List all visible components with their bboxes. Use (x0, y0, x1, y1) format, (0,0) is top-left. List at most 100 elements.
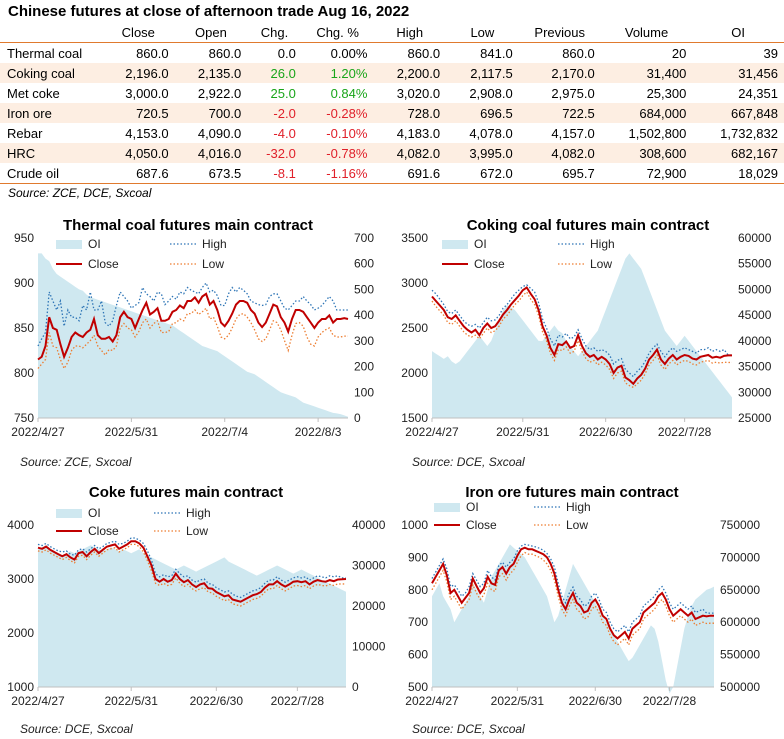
y2-tick-label: 40000 (738, 334, 772, 348)
x-tick-label: 2022/4/27 (11, 425, 65, 439)
cell-chg-pct: -1.16% (301, 163, 374, 184)
cell-name: HRC (0, 143, 102, 163)
legend-swatch-oi (434, 503, 460, 512)
chart-source-note: Source: ZCE, Sxcoal (20, 455, 132, 469)
chart-source-note: Source: DCE, Sxcoal (20, 722, 133, 736)
cell-high: 691.6 (373, 163, 447, 184)
high-line (37, 281, 348, 347)
cell-open: 4,016.0 (174, 143, 248, 163)
cell-low: 4,078.0 (469, 125, 513, 141)
table-header-row: Close Open Chg. Chg. % High Low Previous… (0, 22, 784, 43)
x-tick-label: 2022/6/30 (190, 694, 244, 708)
table-row: Rebar 4,153.0 4,090.0 -4.0 -0.10% 4,183.0 4,07… (0, 123, 784, 143)
y-tick-label: 2500 (401, 321, 428, 335)
cell-low: 3,995.0 (446, 143, 519, 163)
cell-chg-pct: -0.78% (301, 143, 374, 163)
cell-open: 2,922.0 (197, 85, 242, 101)
x-tick-label: 2022/4/27 (405, 694, 459, 708)
y-tick-label: 800 (408, 583, 428, 597)
cell-name: Coking coal (0, 63, 102, 83)
cell-oi: 31,456 (692, 63, 784, 83)
high-line (431, 284, 732, 378)
cell-open: 860.0 (208, 45, 242, 61)
cell-volume: 1,502,800 (628, 125, 687, 141)
cell-name: Iron ore (0, 103, 102, 123)
cell-name: Rebar (7, 125, 43, 141)
y2-tick-label: 700000 (720, 550, 760, 564)
cell-high: 3,020.0 (396, 85, 441, 101)
y-tick-label: 1500 (401, 411, 428, 425)
coke-chart: Coke futures main contract 1000 2000 3000 40… (7, 484, 386, 736)
y-tick-label: 850 (14, 321, 34, 335)
y-tick-label: 950 (14, 231, 34, 245)
legend-label: High (202, 237, 227, 251)
y2-tick-label: 30000 (738, 385, 772, 399)
y2-tick-label: 700 (354, 231, 374, 245)
low-line (431, 551, 714, 647)
table-row: Thermal coal 860.0 860.0 0.0 0.00% 860.0 841.0… (0, 43, 784, 64)
cell-open: 673.5 (174, 163, 248, 184)
cell-chg: 0.0 (277, 45, 296, 61)
x-tick-label: 2022/4/27 (11, 694, 65, 708)
y-tick-label: 2000 (7, 626, 34, 640)
y2-tick-label: 20000 (352, 599, 386, 613)
y-tick-label: 4000 (7, 518, 34, 532)
legend-label: OI (474, 237, 487, 251)
y-tick-label: 900 (14, 276, 34, 290)
x-tick-label: 2022/4/27 (405, 425, 459, 439)
legend-label: Low (186, 524, 208, 538)
cell-previous: 695.7 (518, 163, 601, 184)
cell-name: Met coke (7, 85, 60, 101)
legend-label: OI (88, 237, 101, 251)
cell-close: 4,050.0 (102, 143, 175, 163)
legend-label: Close (88, 257, 119, 271)
cell-high: 860.0 (407, 45, 441, 61)
x-tick-label: 2022/5/31 (105, 694, 159, 708)
cell-high: 4,183.0 (396, 125, 441, 141)
cell-close: 2,196.0 (102, 63, 175, 83)
x-tick-label: 2022/7/28 (643, 694, 697, 708)
y-tick-label: 750 (14, 411, 34, 425)
low-line (37, 543, 347, 607)
cell-volume: 308,600 (600, 143, 693, 163)
legend-swatch-oi (442, 240, 468, 249)
col-volume-header: Volume (600, 22, 693, 43)
y2-tick-label: 55000 (738, 257, 772, 271)
legend-label: High (590, 237, 615, 251)
y2-tick-label: 35000 (738, 360, 772, 374)
high-line (37, 537, 346, 599)
cell-name: Thermal coal (7, 45, 83, 61)
cell-close: 4,153.0 (125, 125, 169, 141)
y2-tick-label: 400 (354, 308, 374, 322)
y2-tick-label: 600 (354, 257, 374, 271)
y2-tick-label: 100 (354, 385, 374, 399)
y2-tick-label: 25000 (738, 411, 772, 425)
oi-area (432, 253, 732, 418)
chart-title: Coking coal futures main contract (467, 217, 710, 234)
low-line (37, 307, 348, 370)
legend-label: Low (590, 257, 612, 271)
legend-swatch-oi (56, 240, 82, 249)
x-tick-label: 2022/8/3 (295, 425, 342, 439)
cell-chg: 25.0 (270, 85, 296, 101)
y-tick-label: 700 (408, 615, 428, 629)
y2-tick-label: 60000 (738, 231, 772, 245)
cell-previous: 2,975.0 (551, 85, 595, 101)
table-row: Met coke 3,000.0 2,922.0 25.0 0.84% 3,020.0 2,… (0, 83, 784, 103)
coking-coal-chart: Coking coal futures main contract 1500 200… (401, 217, 772, 469)
table-source-note: Source: ZCE, DCE, Sxcoal (8, 186, 152, 200)
cell-previous: 722.5 (518, 103, 601, 123)
y2-tick-label: 600000 (720, 615, 760, 629)
cell-chg-pct: 1.20% (301, 63, 374, 83)
legend-label: Close (88, 524, 119, 538)
legend-label: Close (474, 257, 505, 271)
y-tick-label: 500 (408, 680, 428, 694)
legend-label: OI (88, 506, 101, 520)
y2-tick-label: 0 (354, 411, 361, 425)
y-tick-label: 1000 (7, 680, 34, 694)
thermal-coal-chart: Thermal coal futures main contract 750 800… (11, 217, 374, 469)
y-tick-label: 800 (14, 366, 34, 380)
iron-ore-chart: Iron ore futures main contract 500 600 700 8… (401, 484, 760, 736)
x-tick-label: 2022/5/31 (491, 694, 545, 708)
cell-oi: 18,029 (692, 163, 784, 184)
